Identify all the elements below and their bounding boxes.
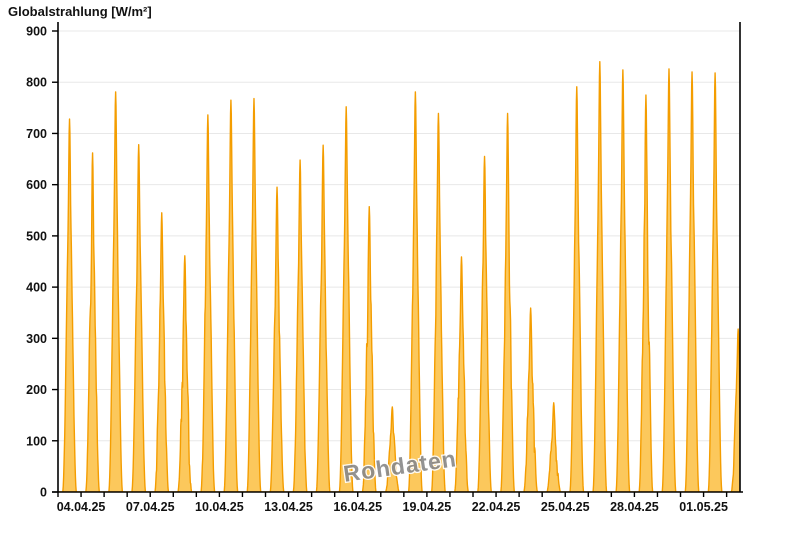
- y-tick-label: 500: [26, 229, 47, 243]
- y-tick-label: 900: [26, 25, 47, 39]
- x-tick-label: 01.05.25: [679, 500, 728, 514]
- x-tick-label: 28.04.25: [610, 500, 659, 514]
- x-tick-label: 16.04.25: [333, 500, 382, 514]
- chart-title: Globalstrahlung [W/m²]: [8, 4, 152, 19]
- x-tick-label: 04.04.25: [57, 500, 106, 514]
- radiation-area-series: [58, 61, 740, 492]
- y-tick-label: 0: [40, 486, 47, 500]
- x-tick-label: 25.04.25: [541, 500, 590, 514]
- x-tick-label: 22.04.25: [472, 500, 521, 514]
- y-tick-label: 400: [26, 281, 47, 295]
- x-tick-label: 19.04.25: [403, 500, 452, 514]
- y-tick-label: 600: [26, 178, 47, 192]
- x-tick-label: 07.04.25: [126, 500, 175, 514]
- x-tick-label: 13.04.25: [264, 500, 313, 514]
- y-tick-label: 700: [26, 127, 47, 141]
- y-tick-label: 100: [26, 434, 47, 448]
- y-tick-label: 300: [26, 332, 47, 346]
- x-tick-label: 10.04.25: [195, 500, 244, 514]
- y-tick-label: 200: [26, 383, 47, 397]
- y-tick-label: 800: [26, 76, 47, 90]
